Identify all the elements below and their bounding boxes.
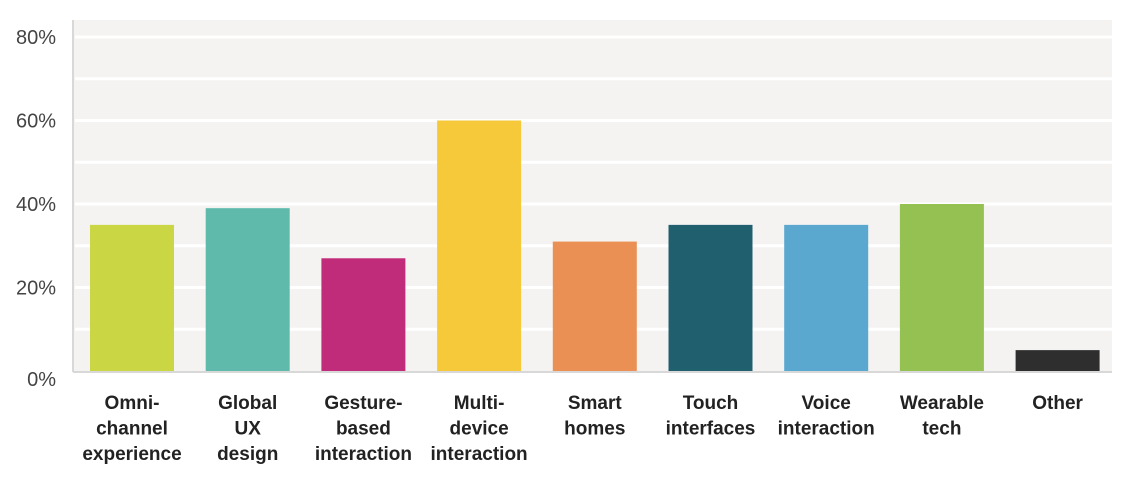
y-tick-label: 60%: [16, 111, 56, 133]
x-tick-label: interaction: [315, 444, 412, 465]
y-tick-label: 0%: [27, 369, 56, 391]
bar: [552, 241, 637, 371]
bar: [437, 120, 522, 371]
y-tick-label: 40%: [16, 194, 56, 216]
x-tick-label: Gesture-: [324, 393, 402, 414]
x-tick-label: interfaces: [666, 419, 756, 440]
bar: [90, 224, 174, 371]
x-tick-label: Global: [218, 393, 277, 414]
x-tick-label: interaction: [778, 419, 875, 440]
x-tick-label: based: [336, 419, 391, 440]
bar: [321, 258, 406, 371]
x-tick-label: Voice: [802, 393, 851, 414]
y-tick-label: 20%: [16, 278, 56, 300]
x-tick-label: Smart: [568, 393, 623, 414]
x-tick-label: Other: [1032, 393, 1083, 414]
bar: [668, 224, 753, 371]
x-tick-label: Multi-: [454, 393, 505, 414]
bar: [784, 224, 869, 371]
x-tick-label: interaction: [431, 444, 528, 465]
x-tick-label: channel: [96, 419, 168, 440]
x-tick-label: tech: [922, 419, 961, 440]
x-tick-label: UX: [234, 419, 261, 440]
y-tick-label: 80%: [16, 27, 56, 49]
bar: [1015, 350, 1100, 371]
x-tick-label: Omni-: [105, 393, 160, 414]
x-tick-label: Wearable: [900, 393, 984, 414]
bar: [205, 208, 290, 371]
bar: [899, 204, 984, 371]
x-tick-label: experience: [82, 444, 181, 465]
x-tick-label: design: [217, 444, 278, 465]
x-tick-label: Touch: [683, 393, 739, 414]
x-tick-label: device: [450, 419, 509, 440]
x-tick-label: homes: [564, 419, 625, 440]
